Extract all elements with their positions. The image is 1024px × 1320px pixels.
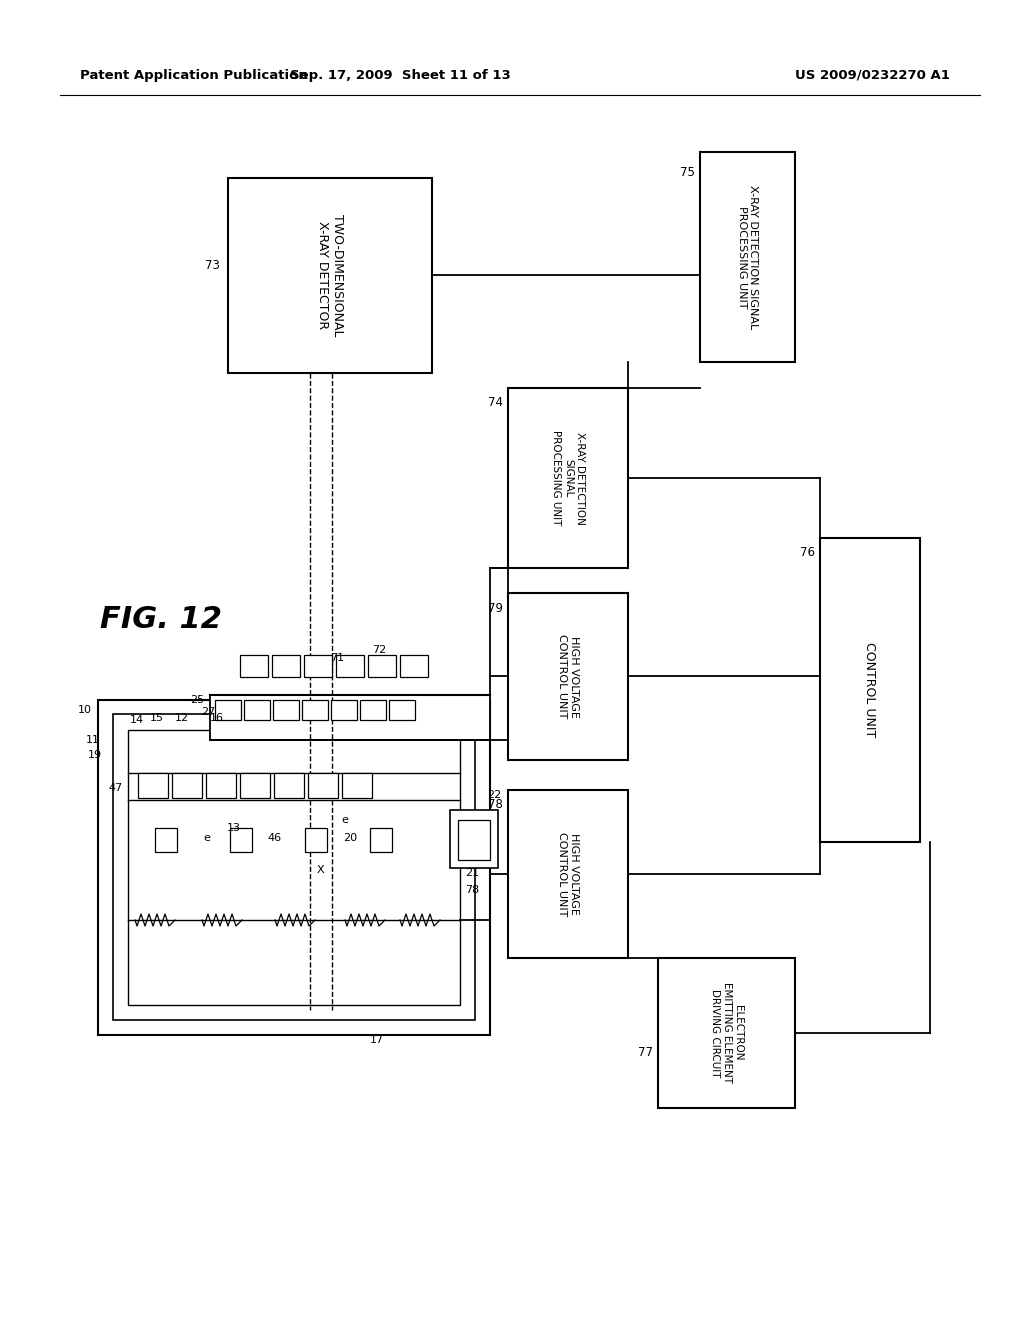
Text: US 2009/0232270 A1: US 2009/0232270 A1 — [795, 69, 950, 82]
Bar — [230, 828, 252, 851]
Bar — [240, 655, 268, 677]
Bar — [240, 774, 270, 799]
Text: 13: 13 — [227, 822, 241, 833]
Text: HIGH VOLTAGE
CONTROL UNIT: HIGH VOLTAGE CONTROL UNIT — [557, 635, 579, 718]
Text: TWO-DIMENSIONAL
X-RAY DETECTOR: TWO-DIMENSIONAL X-RAY DETECTOR — [316, 214, 344, 337]
Bar — [172, 774, 202, 799]
Bar — [508, 593, 628, 760]
Bar — [228, 178, 432, 374]
Bar — [138, 774, 168, 799]
Text: 20: 20 — [343, 833, 357, 843]
Text: 71: 71 — [330, 653, 344, 663]
Text: 21: 21 — [465, 869, 479, 878]
Bar — [302, 700, 328, 719]
Bar — [128, 730, 460, 1005]
Bar — [304, 655, 332, 677]
Text: 19: 19 — [88, 750, 102, 760]
Bar — [244, 700, 270, 719]
Bar — [113, 714, 475, 1020]
Text: 17: 17 — [370, 1035, 384, 1045]
Text: X-RAY DETECTION
SIGNAL
PROCESSING UNIT: X-RAY DETECTION SIGNAL PROCESSING UNIT — [551, 430, 585, 525]
Text: 46: 46 — [267, 833, 282, 843]
Text: 78: 78 — [488, 799, 503, 812]
Bar — [331, 700, 357, 719]
Bar — [274, 774, 304, 799]
Bar — [336, 655, 364, 677]
Text: Sep. 17, 2009  Sheet 11 of 13: Sep. 17, 2009 Sheet 11 of 13 — [290, 69, 510, 82]
Bar — [820, 539, 920, 842]
Bar — [305, 828, 327, 851]
Text: e: e — [341, 814, 348, 825]
Text: ELECTRON
EMITTING ELEMENT
DRIVING CIRCUIT: ELECTRON EMITTING ELEMENT DRIVING CIRCUI… — [710, 982, 743, 1084]
Text: 25: 25 — [189, 696, 204, 705]
Bar — [508, 789, 628, 958]
Text: 11: 11 — [86, 735, 100, 744]
Text: e: e — [203, 833, 210, 843]
Bar — [508, 388, 628, 568]
Bar — [389, 700, 415, 719]
Bar — [458, 820, 490, 861]
Text: 12: 12 — [175, 713, 189, 723]
Bar — [368, 655, 396, 677]
Bar — [272, 655, 300, 677]
Bar — [308, 774, 338, 799]
Text: 14: 14 — [130, 715, 144, 725]
Text: FIG. 12: FIG. 12 — [100, 606, 222, 635]
Text: HIGH VOLTAGE
CONTROL UNIT: HIGH VOLTAGE CONTROL UNIT — [557, 832, 579, 916]
Bar — [360, 700, 386, 719]
Bar — [273, 700, 299, 719]
Bar — [155, 828, 177, 851]
Bar — [700, 152, 795, 362]
Text: 22: 22 — [487, 789, 502, 800]
Bar — [342, 774, 372, 799]
Text: 72: 72 — [372, 645, 386, 655]
Text: X-RAY DETECTION SIGNAL
PROCESSING UNIT: X-RAY DETECTION SIGNAL PROCESSING UNIT — [736, 185, 759, 329]
Text: 79: 79 — [488, 602, 503, 615]
Text: 16: 16 — [210, 713, 224, 723]
Text: Patent Application Publication: Patent Application Publication — [80, 69, 308, 82]
Bar — [370, 828, 392, 851]
Text: 15: 15 — [150, 713, 164, 723]
Text: 73: 73 — [205, 259, 220, 272]
Text: X: X — [316, 865, 324, 875]
Text: 78: 78 — [465, 884, 479, 895]
Bar — [210, 696, 490, 741]
Text: 47: 47 — [109, 783, 123, 793]
Bar — [215, 700, 241, 719]
Bar — [98, 700, 490, 1035]
Text: 27: 27 — [201, 708, 215, 717]
Text: 74: 74 — [488, 396, 503, 409]
Bar — [658, 958, 795, 1107]
Bar — [450, 810, 498, 869]
Bar — [400, 655, 428, 677]
Text: 76: 76 — [800, 546, 815, 560]
Text: 75: 75 — [680, 165, 695, 178]
Text: 77: 77 — [638, 1047, 653, 1060]
Text: CONTROL UNIT: CONTROL UNIT — [863, 643, 877, 738]
Bar — [206, 774, 236, 799]
Text: 10: 10 — [78, 705, 92, 715]
